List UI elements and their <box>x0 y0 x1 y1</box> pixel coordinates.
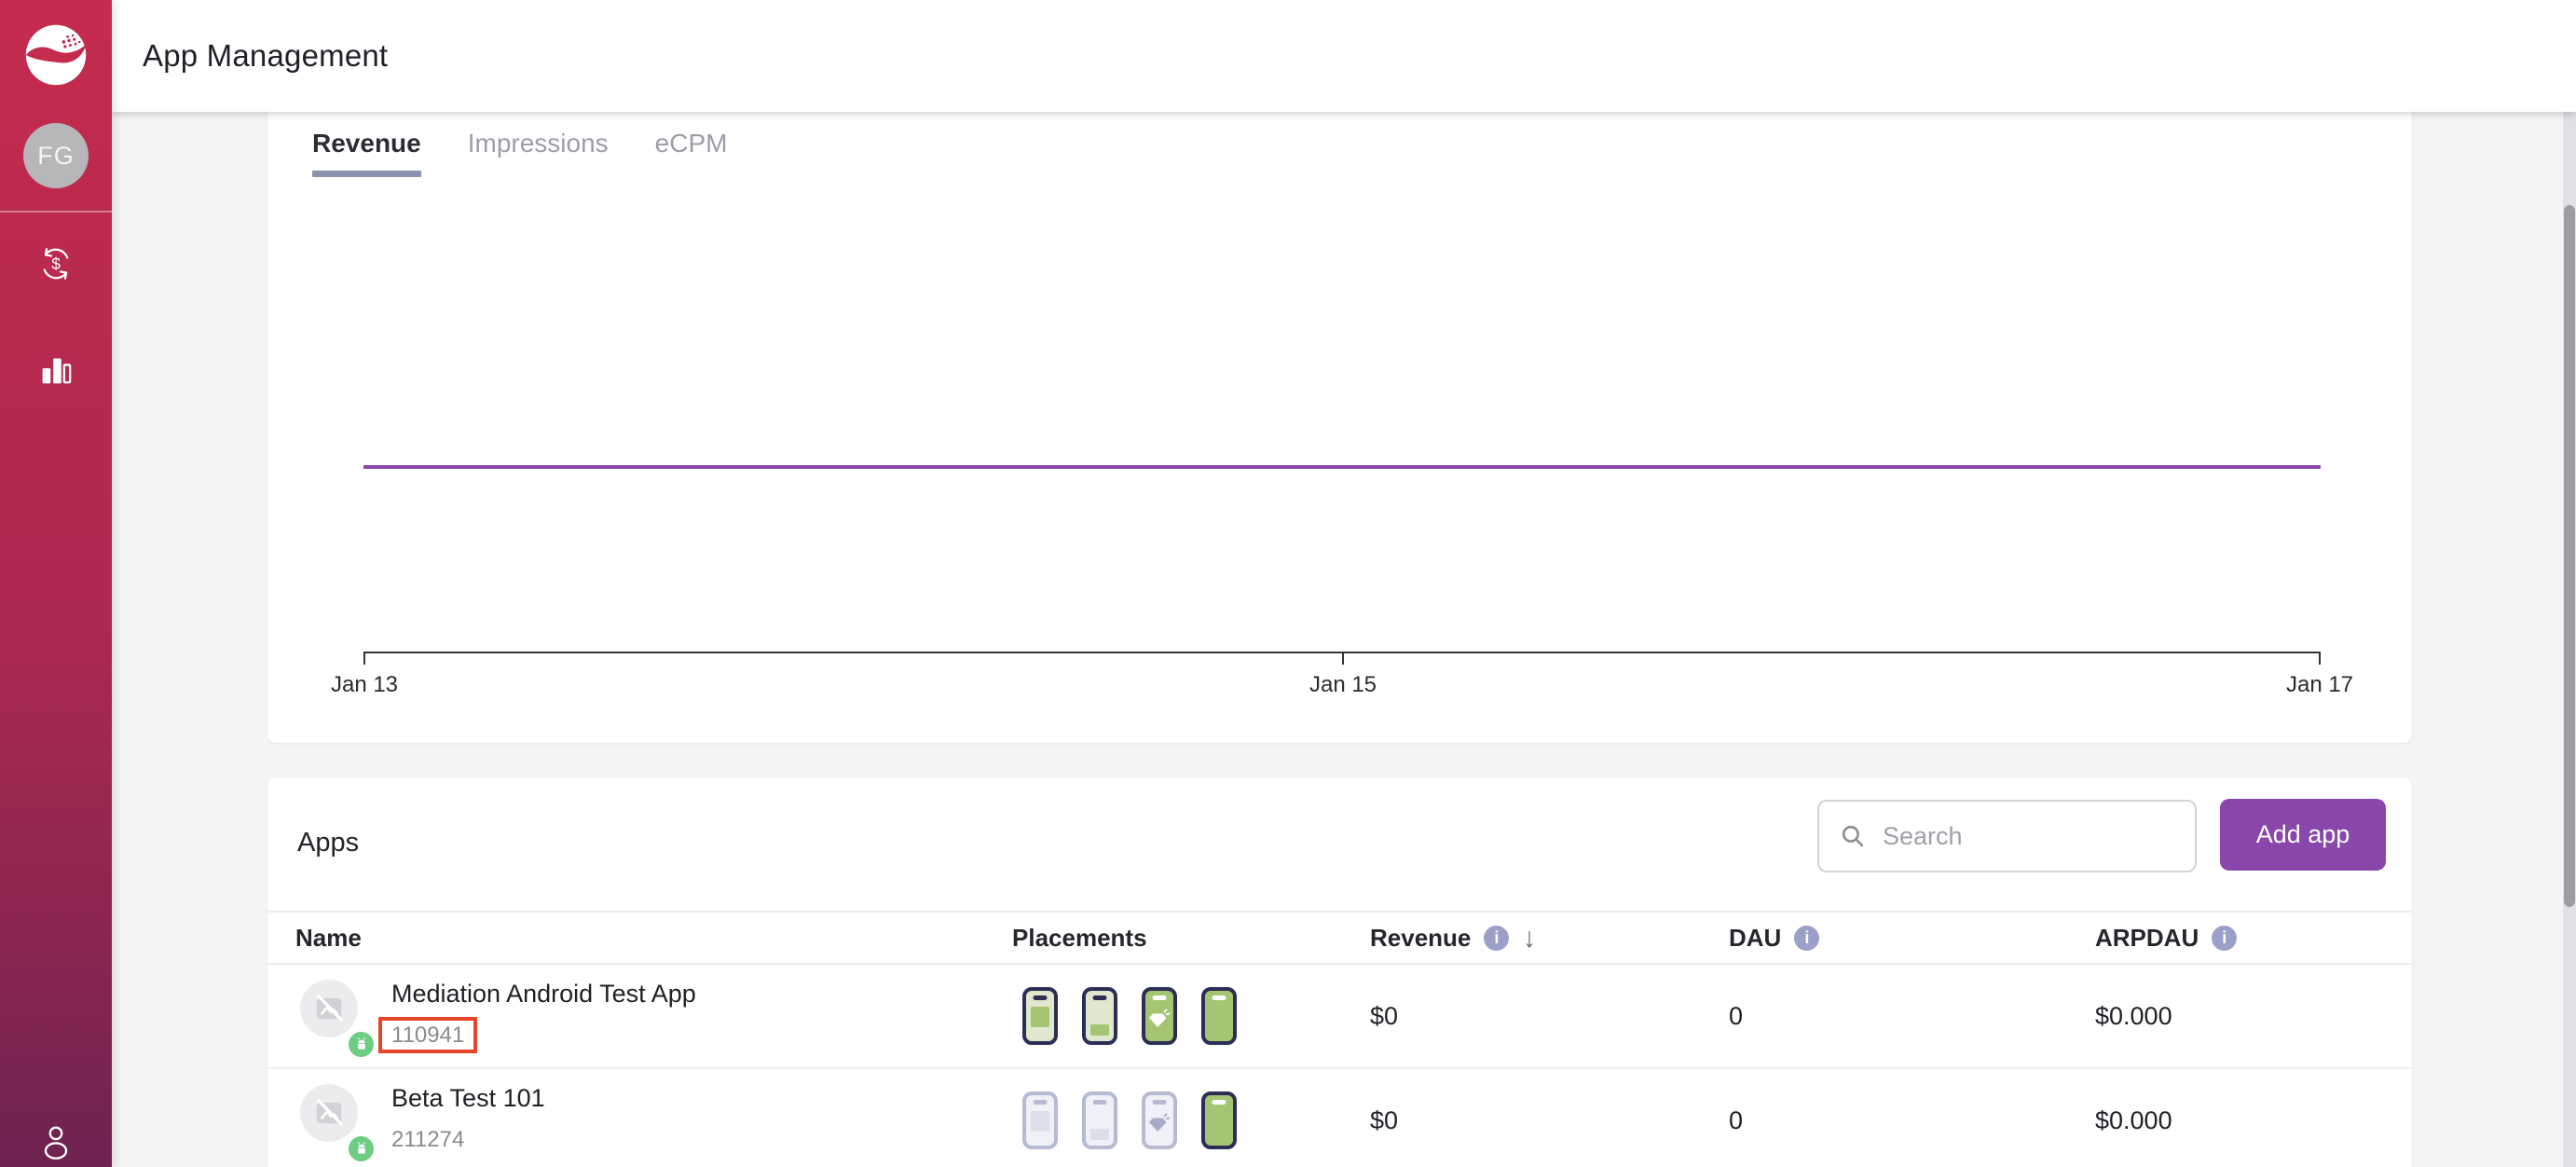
placement-banner-icon <box>1082 987 1117 1045</box>
tab-revenue[interactable]: Revenue <box>312 125 421 177</box>
revenue-value: $0 <box>1370 1106 1399 1134</box>
axis-label: Jan 17 <box>2285 672 2354 697</box>
placement-rewarded-icon <box>1142 987 1177 1045</box>
add-app-button[interactable]: Add app <box>2220 799 2386 871</box>
dau-info-icon[interactable] <box>1794 926 1820 951</box>
app-icon-placeholder <box>300 980 376 1059</box>
arpdau-info-icon[interactable] <box>2212 926 2238 951</box>
chart-card: Revenue Impressions eCPM Jan 13 Jan 15 J… <box>267 112 2412 743</box>
axis-label: Jan 13 <box>330 672 399 697</box>
app-table-row[interactable]: Beta Test 101 211274 $0 0 $0.000 <box>267 1069 2412 1167</box>
page-title: App Management <box>143 38 389 73</box>
apps-card: Apps Add app Name Placements Revenue ↓ D… <box>267 777 2412 1167</box>
android-badge-icon <box>347 1134 376 1163</box>
arpdau-value: $0.000 <box>2095 1002 2172 1030</box>
android-badge-icon <box>347 1030 376 1059</box>
arpdau-value: $0.000 <box>2095 1106 2172 1134</box>
apps-section-title: Apps <box>297 828 360 858</box>
sidebar: FG $ <box>0 0 112 1167</box>
placement-interstitial-icon <box>1022 1091 1058 1149</box>
sidebar-divider <box>0 211 112 213</box>
placements-cell <box>1022 987 1237 1045</box>
column-header-revenue[interactable]: Revenue ↓ <box>1370 924 1536 953</box>
scrollbar-thumb[interactable] <box>2564 205 2575 907</box>
app-table-row[interactable]: Mediation Android Test App 110941 $0 0 $… <box>267 965 2412 1069</box>
tab-ecpm[interactable]: eCPM <box>654 129 728 158</box>
no-image-icon <box>316 1099 343 1126</box>
reports-bar-chart-icon[interactable] <box>34 349 77 391</box>
search-icon <box>1842 825 1864 847</box>
column-header-placements: Placements <box>1012 924 1147 952</box>
sort-desc-icon[interactable]: ↓ <box>1522 922 1537 954</box>
axis-tick <box>363 652 365 665</box>
chart-series-line <box>363 465 2321 469</box>
revenue-value: $0 <box>1370 1002 1399 1030</box>
divider <box>267 911 2412 913</box>
axis-tick <box>1342 652 1344 665</box>
app-name-link[interactable]: Beta Test 101 <box>391 1084 545 1112</box>
placements-cell <box>1022 1091 1237 1149</box>
top-header: App Management <box>112 0 2576 112</box>
dau-value: 0 <box>1729 1002 1744 1030</box>
placement-offerwall-icon <box>1201 987 1237 1045</box>
placement-rewarded-icon <box>1142 1091 1177 1149</box>
dau-value: 0 <box>1729 1106 1744 1134</box>
chart-x-axis: Jan 13 Jan 15 Jan 17 <box>331 652 2353 697</box>
app-id: 211274 <box>391 1126 465 1152</box>
table-header: Name Placements Revenue ↓ DAU ARPDAU <box>267 911 2412 963</box>
account-person-icon[interactable] <box>34 1120 77 1163</box>
divider <box>267 963 2412 965</box>
app-id: 110941 <box>391 1022 465 1048</box>
app-name-link[interactable]: Mediation Android Test App <box>391 980 696 1008</box>
placement-interstitial-icon <box>1022 987 1058 1045</box>
column-header-name: Name <box>295 924 362 952</box>
app-id-highlight-box: 110941 <box>378 1017 478 1053</box>
svg-text:$: $ <box>51 254 61 273</box>
app-icon-placeholder <box>300 1084 376 1163</box>
app-id-highlight-box: 211274 <box>378 1121 477 1158</box>
search-input[interactable] <box>1883 821 2162 851</box>
column-header-arpdau: ARPDAU <box>2095 924 2238 953</box>
axis-tick <box>2319 652 2321 665</box>
vertical-scrollbar[interactable] <box>2563 112 2576 1167</box>
placement-banner-icon <box>1082 1091 1117 1149</box>
monetize-dollar-sync-icon[interactable]: $ <box>34 242 77 285</box>
revenue-info-icon[interactable] <box>1484 926 1510 951</box>
chart-tabs: Revenue Impressions eCPM <box>312 125 727 177</box>
tab-impressions[interactable]: Impressions <box>467 129 609 158</box>
search-box[interactable] <box>1817 800 2197 872</box>
axis-label: Jan 15 <box>1309 672 1377 697</box>
user-avatar[interactable]: FG <box>23 123 89 188</box>
ironsource-logo-icon[interactable] <box>23 22 89 88</box>
column-header-dau: DAU <box>1729 924 1820 953</box>
avatar-initials: FG <box>37 141 75 170</box>
no-image-icon <box>316 995 343 1022</box>
placement-offerwall-icon <box>1201 1091 1237 1149</box>
